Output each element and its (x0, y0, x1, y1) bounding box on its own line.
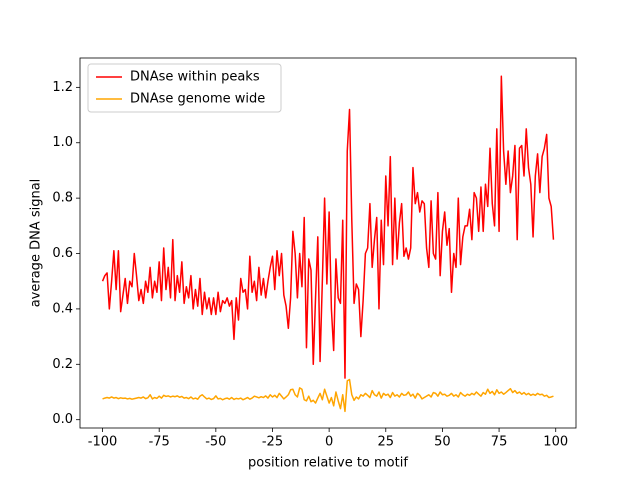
y-tick-label: 0.8 (52, 191, 73, 206)
y-tick-label: 1.2 (52, 80, 73, 95)
data-line (101, 75, 555, 379)
x-tick-label: -25 (262, 435, 283, 450)
x-tick-label: 75 (491, 435, 508, 450)
y-tick-label: 0.0 (52, 412, 73, 427)
x-axis-label: position relative to motif (248, 456, 408, 471)
legend-label: DNAse within peaks (130, 70, 260, 85)
y-tick-label: 0.6 (52, 246, 73, 261)
x-tick-label: -100 (88, 435, 118, 450)
y-tick-label: 0.4 (52, 301, 73, 316)
data-line (102, 378, 554, 413)
x-tick-label: -75 (149, 435, 170, 450)
legend-label: DNAse genome wide (130, 92, 265, 107)
plot-frame (79, 57, 577, 429)
y-tick-label: 1.0 (52, 135, 73, 150)
x-tick-label: 100 (543, 435, 568, 450)
legend-box (87, 63, 282, 113)
x-tick-label: 25 (378, 435, 395, 450)
y-tick-label: 0.2 (52, 357, 73, 372)
x-tick-label: 50 (434, 435, 451, 450)
y-axis-label: average DNA signal (29, 179, 44, 308)
x-tick-label: 0 (325, 435, 333, 450)
x-tick-label: -50 (205, 435, 226, 450)
